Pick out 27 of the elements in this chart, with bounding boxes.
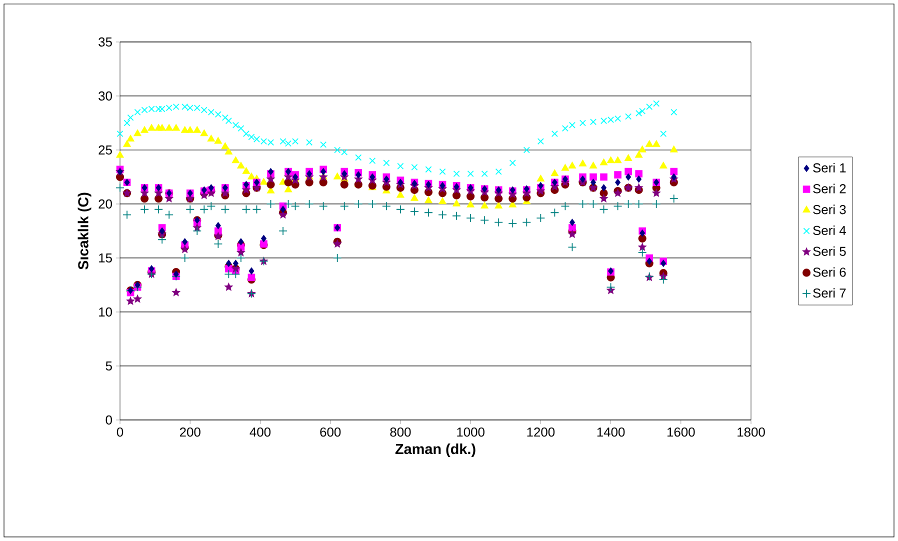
- x-tick-label: 1800: [738, 428, 765, 437]
- x-tick-label: 400: [250, 428, 271, 437]
- legend-label: Seri 2: [813, 184, 846, 194]
- x-tick-label: 1000: [457, 428, 484, 437]
- y-tick-label: 0: [106, 415, 112, 425]
- y-axis-title: Sıcaklık (C): [78, 192, 92, 270]
- x-tick-label: 800: [390, 428, 411, 437]
- x-tick-label: 1400: [597, 428, 625, 437]
- x-tick-label: 600: [320, 428, 341, 437]
- y-tick-label: 5: [106, 361, 112, 370]
- x-axis-title: Zaman (dk.): [395, 444, 476, 457]
- legend-label: Seri 5: [813, 246, 846, 256]
- x-tick-label: 1600: [667, 428, 695, 437]
- legend-label: Seri 7: [813, 288, 846, 298]
- legend-label: Seri 1: [813, 162, 846, 172]
- y-tick-label: 15: [99, 253, 112, 262]
- legend-label: Seri 6: [813, 267, 846, 277]
- x-tick-label: 200: [180, 428, 200, 437]
- y-tick-label: 25: [98, 145, 112, 155]
- x-tick-label: 1200: [527, 428, 555, 437]
- x-tick-label: 0: [116, 428, 124, 437]
- y-tick-label: 30: [98, 91, 112, 101]
- y-tick-label: 20: [98, 199, 112, 209]
- legend-label: Seri 3: [813, 204, 846, 214]
- y-tick-label: 10: [99, 307, 112, 317]
- legend-label: Seri 4: [813, 226, 846, 236]
- y-tick-label: 35: [98, 37, 112, 47]
